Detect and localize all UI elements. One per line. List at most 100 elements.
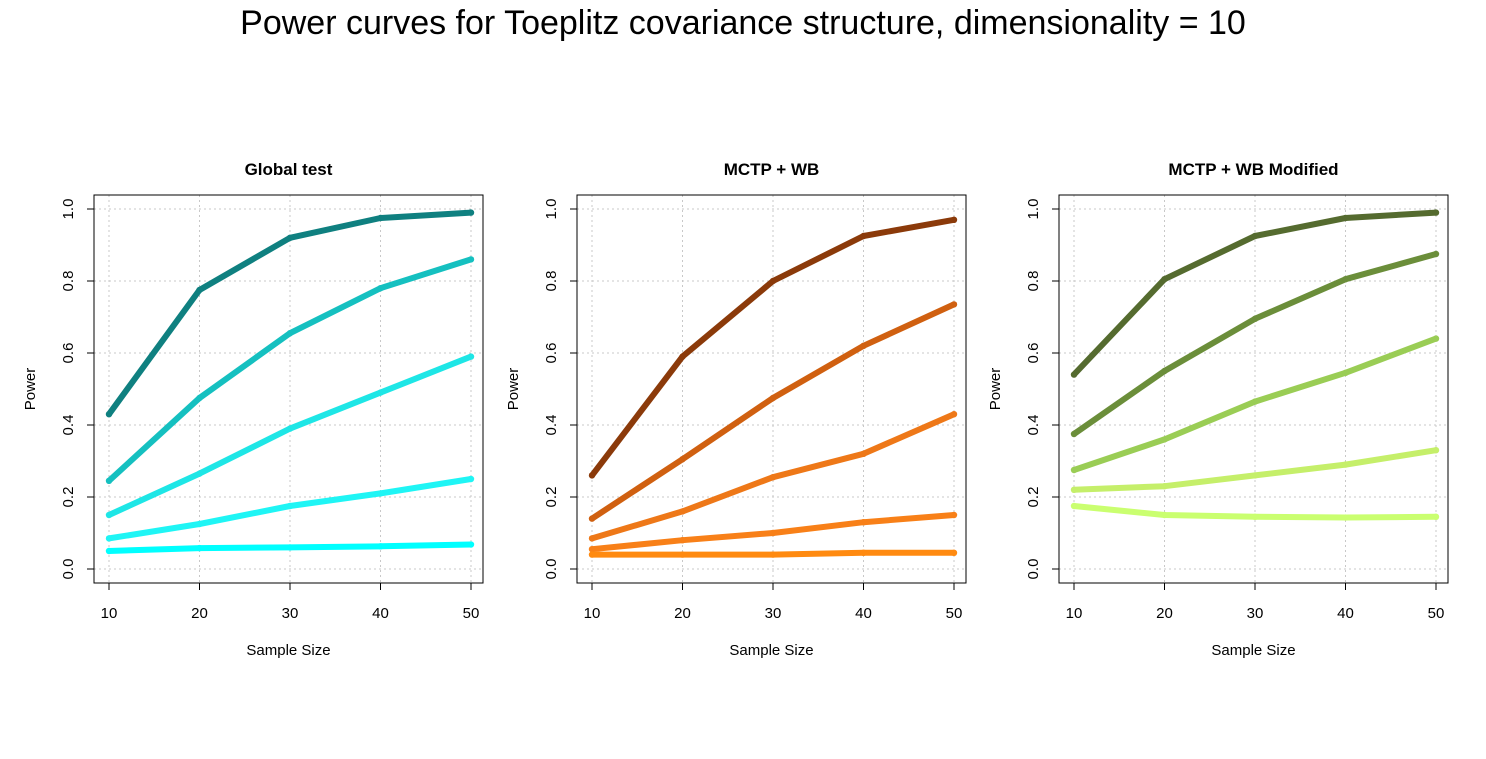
y-tick-label: 0.2 bbox=[543, 487, 560, 508]
data-point bbox=[196, 286, 203, 294]
data-point bbox=[1342, 214, 1349, 222]
data-point bbox=[377, 543, 384, 550]
x-tick-label: 30 bbox=[1247, 605, 1264, 622]
data-point bbox=[1070, 430, 1078, 438]
data-point bbox=[1432, 250, 1440, 258]
data-point bbox=[769, 529, 777, 537]
y-tick-label: 0.6 bbox=[543, 343, 560, 364]
data-point bbox=[1342, 514, 1349, 521]
x-tick-label: 30 bbox=[765, 605, 782, 622]
y-tick-label: 0.0 bbox=[1025, 559, 1042, 580]
data-point bbox=[679, 508, 686, 515]
x-tick-label: 20 bbox=[1156, 605, 1173, 622]
y-tick-label: 0.4 bbox=[1025, 415, 1042, 436]
data-point bbox=[1070, 502, 1078, 510]
data-point bbox=[286, 544, 294, 551]
plot-frame bbox=[576, 194, 967, 584]
data-point bbox=[286, 425, 294, 432]
x-axis-label: Sample Size bbox=[1211, 642, 1295, 659]
data-point bbox=[1161, 367, 1168, 375]
data-point bbox=[860, 232, 867, 240]
data-point bbox=[769, 277, 777, 285]
data-point bbox=[950, 411, 958, 418]
data-point bbox=[1432, 209, 1440, 216]
data-point bbox=[769, 551, 777, 558]
x-tick-label: 40 bbox=[372, 605, 389, 622]
data-point bbox=[1251, 472, 1259, 479]
data-point bbox=[105, 547, 113, 555]
data-point bbox=[105, 511, 113, 519]
panels: 10 20 30 40 50 0.0 0.2 0.4 0.6 0.8 1.0 Global test S… bbox=[22, 160, 1449, 659]
data-point bbox=[196, 394, 203, 402]
data-point bbox=[860, 450, 867, 457]
data-point bbox=[1342, 276, 1349, 283]
data-point bbox=[588, 535, 596, 542]
y-tick-label: 1.0 bbox=[60, 199, 77, 220]
data-point bbox=[950, 301, 958, 308]
y-tick-label: 0.0 bbox=[543, 559, 560, 580]
y-tick-label: 0.8 bbox=[1025, 271, 1042, 292]
data-point bbox=[467, 353, 475, 360]
data-point bbox=[769, 474, 777, 481]
y-axis-label: Power bbox=[987, 368, 1004, 411]
figure-title: Power curves for Toeplitz covariance str… bbox=[240, 4, 1246, 42]
x-tick-label: 30 bbox=[282, 605, 299, 622]
data-point bbox=[679, 353, 686, 360]
x-tick-label: 10 bbox=[1066, 605, 1083, 622]
data-point bbox=[467, 541, 475, 548]
data-point bbox=[1161, 511, 1168, 519]
x-tick-label: 50 bbox=[946, 605, 963, 622]
data-point bbox=[860, 549, 867, 556]
data-point bbox=[1161, 276, 1168, 283]
x-tick-label: 10 bbox=[101, 605, 118, 622]
chart-panel-1: 10 20 30 40 50 0.0 0.2 0.4 0.6 0.8 1.0 Global test S… bbox=[22, 160, 484, 659]
data-point bbox=[105, 535, 113, 542]
data-point bbox=[950, 511, 958, 519]
data-point bbox=[467, 475, 475, 483]
data-point bbox=[467, 209, 475, 216]
chart-panel-3: 10 20 30 40 50 0.0 0.2 0.4 0.6 0.8 1.0 MCTP + WB Mo… bbox=[987, 160, 1449, 659]
data-point bbox=[1070, 486, 1078, 493]
y-axis-label: Power bbox=[22, 368, 39, 411]
y-tick-label: 0.6 bbox=[1025, 343, 1042, 364]
y-tick-label: 1.0 bbox=[1025, 199, 1042, 220]
data-point bbox=[1251, 398, 1259, 405]
y-tick-label: 0.6 bbox=[60, 343, 77, 364]
data-point bbox=[588, 472, 596, 479]
data-point bbox=[769, 394, 777, 402]
data-point bbox=[196, 520, 203, 528]
x-tick-label: 20 bbox=[674, 605, 691, 622]
x-axis-label: Sample Size bbox=[246, 642, 330, 659]
y-tick-label: 1.0 bbox=[543, 199, 560, 220]
x-axis-label: Sample Size bbox=[729, 642, 813, 659]
data-point bbox=[679, 551, 686, 558]
x-tick-label: 50 bbox=[1428, 605, 1445, 622]
data-point bbox=[1251, 315, 1259, 322]
data-point bbox=[377, 214, 384, 222]
data-point bbox=[950, 549, 958, 556]
data-point bbox=[679, 537, 686, 544]
plot-frame bbox=[93, 194, 484, 584]
x-tick-label: 50 bbox=[463, 605, 480, 622]
y-tick-label: 0.4 bbox=[60, 415, 77, 436]
data-point bbox=[950, 216, 958, 223]
data-point bbox=[1161, 436, 1168, 443]
data-point bbox=[1070, 466, 1078, 474]
data-point bbox=[286, 234, 294, 241]
data-point bbox=[1251, 232, 1259, 240]
y-tick-label: 0.2 bbox=[60, 487, 77, 508]
x-tick-label: 20 bbox=[191, 605, 208, 622]
data-point bbox=[1161, 483, 1168, 490]
y-tick-label: 0.0 bbox=[60, 559, 77, 580]
y-tick-label: 0.8 bbox=[60, 271, 77, 292]
data-point bbox=[1342, 369, 1349, 376]
x-tick-label: 40 bbox=[855, 605, 872, 622]
data-point bbox=[860, 519, 867, 526]
data-point bbox=[1251, 513, 1259, 520]
panel-title: MCTP + WB bbox=[724, 160, 820, 179]
data-point bbox=[105, 411, 113, 418]
x-tick-label: 40 bbox=[1337, 605, 1354, 622]
y-tick-label: 0.4 bbox=[543, 415, 560, 436]
data-point bbox=[679, 456, 686, 463]
